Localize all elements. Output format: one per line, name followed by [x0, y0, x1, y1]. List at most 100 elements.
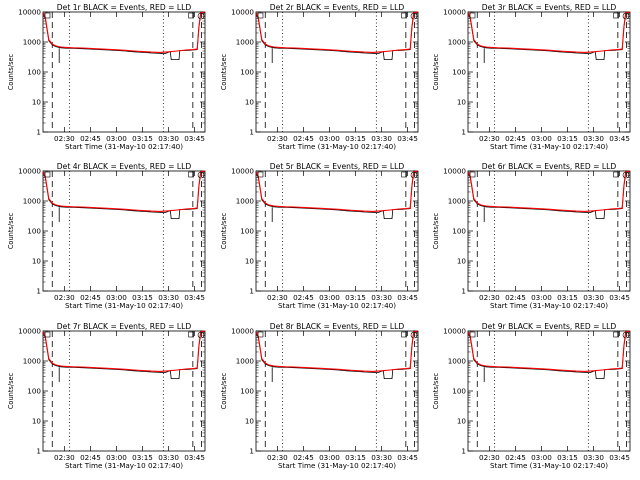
panel-title: Det 8r BLACK = Events, RED = LLD: [270, 322, 405, 331]
y-tick-label: 10: [32, 257, 42, 266]
y-tick-label: 1: [36, 447, 41, 456]
y-tick-label: 10000: [231, 327, 254, 336]
x-tick-label: 03:00: [106, 453, 127, 462]
corner-marker-circle: [410, 171, 418, 179]
panel-title: Det 6r BLACK = Events, RED = LLD: [482, 162, 617, 171]
x-tick-label: 03:15: [345, 453, 366, 462]
corner-marker-circle: [197, 171, 205, 179]
y-axis-label: Counts/sec: [432, 372, 440, 409]
x-axis-label: Start Time (31-May-10 02:17:40): [65, 142, 183, 151]
x-axis-label: Start Time (31-May-10 02:17:40): [278, 301, 396, 310]
series-line-events: [467, 12, 631, 60]
x-tick-label: 03:30: [371, 453, 392, 462]
series-line-lld: [255, 11, 419, 53]
panel-title: Det 5r BLACK = Events, RED = LLD: [270, 162, 405, 171]
detector-panel-1: Det 1r BLACK = Events, RED = LLD 1 10 100 10…: [7, 3, 206, 151]
series-line-events: [42, 331, 206, 380]
y-tick-label: 100: [240, 387, 254, 396]
x-tick-label: 03:00: [531, 453, 552, 462]
corner-marker-circle: [622, 171, 630, 179]
corner-marker-right: [401, 331, 407, 338]
x-tick-label: 02:45: [80, 293, 101, 302]
y-tick-label: 10: [245, 417, 255, 426]
y-tick-label: 10000: [18, 8, 41, 17]
x-tick-label: 03:30: [583, 293, 604, 302]
series-line-events: [255, 12, 419, 60]
x-tick-label: 03:00: [319, 293, 340, 302]
corner-marker-left: [44, 331, 51, 338]
y-tick-label: 1000: [23, 197, 42, 206]
y-tick-label: 10: [457, 257, 467, 266]
x-axis-label: Start Time (31-May-10 02:17:40): [490, 461, 608, 470]
series-line-lld: [42, 11, 206, 53]
y-tick-label: 1: [249, 287, 254, 296]
x-tick-label: 03:15: [132, 293, 153, 302]
detector-panel-4: Det 4r BLACK = Events, RED = LLD 1 10 100 10…: [7, 162, 206, 310]
plot-frame: [467, 11, 631, 133]
series-line-lld: [467, 170, 631, 212]
y-tick-label: 1000: [448, 197, 467, 206]
x-tick-label: 03:15: [557, 453, 578, 462]
corner-marker-right: [613, 171, 619, 178]
x-tick-label: 02:45: [293, 453, 314, 462]
x-tick-label: 02:45: [505, 293, 526, 302]
corner-marker-left: [469, 331, 476, 338]
series-line-events: [255, 331, 419, 380]
corner-marker-right: [401, 12, 407, 19]
x-tick-label: 03:30: [583, 134, 604, 143]
corner-marker-circle: [410, 12, 418, 20]
corner-marker-left: [469, 12, 476, 19]
x-tick-label: 03:45: [609, 134, 630, 143]
x-tick-label: 03:45: [397, 293, 418, 302]
y-tick-label: 10000: [18, 327, 41, 336]
corner-marker-right: [188, 331, 194, 338]
y-axis-label: Counts/sec: [220, 53, 228, 90]
corner-marker-circle: [197, 12, 205, 20]
panel-title: Det 4r BLACK = Events, RED = LLD: [57, 162, 192, 171]
x-tick-label: 03:15: [132, 134, 153, 143]
plot-frame: [255, 170, 419, 292]
x-tick-label: 03:00: [319, 134, 340, 143]
corner-marker-right: [401, 171, 407, 178]
y-tick-label: 10: [457, 98, 467, 107]
x-tick-label: 03:45: [397, 134, 418, 143]
corner-marker-circle: [410, 331, 418, 339]
y-axis-label: Counts/sec: [220, 212, 228, 249]
y-tick-label: 1: [249, 128, 254, 137]
corner-marker-left: [257, 12, 264, 19]
x-tick-label: 02:30: [54, 453, 75, 462]
y-axis-label: Counts/sec: [7, 372, 15, 409]
y-tick-label: 1000: [448, 38, 467, 47]
detector-panel-7: Det 7r BLACK = Events, RED = LLD 1 10 100 10…: [7, 322, 206, 470]
x-tick-label: 03:30: [158, 293, 179, 302]
corner-marker-right: [613, 331, 619, 338]
series-line-lld: [255, 170, 419, 212]
y-tick-label: 1000: [236, 357, 255, 366]
x-tick-label: 03:30: [583, 453, 604, 462]
x-axis-label: Start Time (31-May-10 02:17:40): [278, 142, 396, 151]
y-tick-label: 10000: [443, 167, 466, 176]
x-tick-label: 03:30: [158, 453, 179, 462]
panel-title: Det 3r BLACK = Events, RED = LLD: [482, 3, 617, 12]
x-tick-label: 03:15: [345, 293, 366, 302]
y-tick-label: 100: [452, 68, 466, 77]
series-line-events: [467, 171, 631, 220]
y-axis-label: Counts/sec: [432, 53, 440, 90]
x-tick-label: 02:30: [267, 134, 288, 143]
detector-panel-6: Det 6r BLACK = Events, RED = LLD 1 10 100 10…: [432, 162, 631, 310]
x-tick-label: 03:15: [345, 134, 366, 143]
y-tick-label: 100: [452, 227, 466, 236]
x-tick-label: 02:30: [267, 453, 288, 462]
plot-frame: [42, 330, 206, 452]
x-tick-label: 03:45: [184, 134, 205, 143]
y-tick-label: 100: [27, 387, 41, 396]
series-line-events: [42, 12, 206, 60]
x-tick-label: 03:45: [609, 453, 630, 462]
panel-title: Det 2r BLACK = Events, RED = LLD: [270, 3, 405, 12]
y-tick-label: 10000: [231, 8, 254, 17]
corner-marker-circle: [622, 12, 630, 20]
x-tick-label: 02:45: [505, 134, 526, 143]
y-tick-label: 1: [249, 447, 254, 456]
x-tick-label: 03:15: [132, 453, 153, 462]
x-tick-label: 03:00: [531, 134, 552, 143]
